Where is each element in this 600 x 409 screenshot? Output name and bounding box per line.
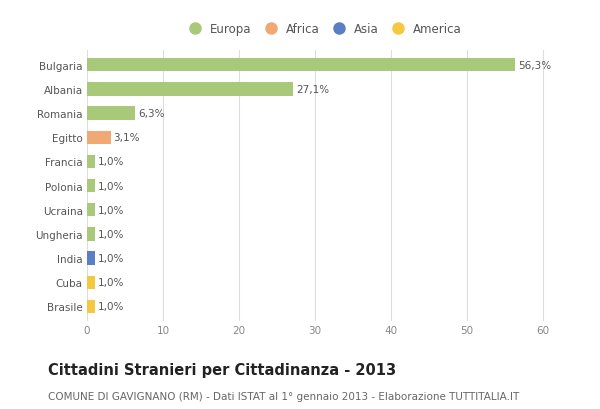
- Text: 56,3%: 56,3%: [518, 61, 551, 71]
- Bar: [87, 59, 515, 72]
- Bar: [87, 107, 135, 120]
- Bar: [87, 276, 95, 289]
- Bar: [87, 131, 110, 144]
- Bar: [87, 228, 95, 241]
- Text: 6,3%: 6,3%: [138, 109, 164, 119]
- Text: Cittadini Stranieri per Cittadinanza - 2013: Cittadini Stranieri per Cittadinanza - 2…: [48, 362, 396, 377]
- Bar: [87, 83, 293, 96]
- Text: 1,0%: 1,0%: [98, 301, 124, 312]
- Bar: [87, 155, 95, 169]
- Text: 27,1%: 27,1%: [296, 85, 329, 94]
- Text: COMUNE DI GAVIGNANO (RM) - Dati ISTAT al 1° gennaio 2013 - Elaborazione TUTTITAL: COMUNE DI GAVIGNANO (RM) - Dati ISTAT al…: [48, 391, 519, 400]
- Bar: [87, 204, 95, 217]
- Text: 1,0%: 1,0%: [98, 278, 124, 288]
- Bar: [87, 300, 95, 313]
- Bar: [87, 180, 95, 193]
- Text: 1,0%: 1,0%: [98, 254, 124, 263]
- Bar: [87, 252, 95, 265]
- Text: 1,0%: 1,0%: [98, 181, 124, 191]
- Text: 1,0%: 1,0%: [98, 205, 124, 215]
- Text: 3,1%: 3,1%: [113, 133, 140, 143]
- Text: 1,0%: 1,0%: [98, 157, 124, 167]
- Legend: Europa, Africa, Asia, America: Europa, Africa, Asia, America: [179, 19, 466, 39]
- Text: 1,0%: 1,0%: [98, 229, 124, 239]
